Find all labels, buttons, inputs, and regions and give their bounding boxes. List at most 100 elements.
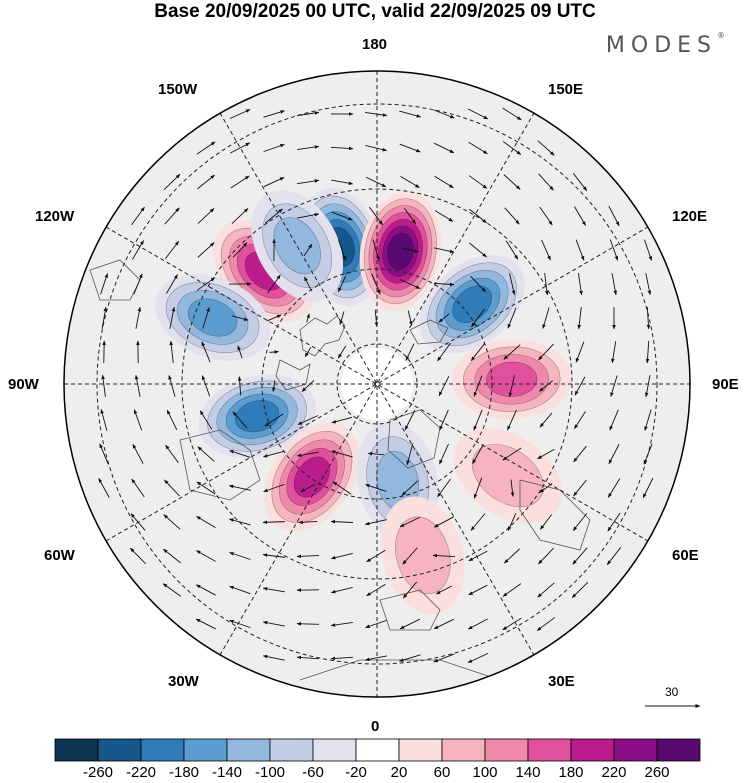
colorbar-swatch bbox=[570, 738, 615, 762]
wind-vector-arrow bbox=[437, 478, 451, 498]
wind-vector-arrow bbox=[642, 477, 654, 499]
wind-vector-arrow bbox=[538, 343, 554, 361]
wind-vector-arrow bbox=[237, 345, 243, 359]
wind-vector-arrow bbox=[507, 409, 517, 431]
wind-vector-arrow bbox=[304, 346, 312, 358]
wind-vector-arrow bbox=[645, 273, 652, 296]
wind-vector-arrow bbox=[438, 313, 450, 323]
lon-label-180: 180 bbox=[362, 36, 388, 53]
wind-vector-arrow bbox=[339, 311, 345, 325]
wind-vector-arrow bbox=[540, 514, 552, 530]
wind-vector-arrow bbox=[537, 448, 555, 460]
wind-vector-arrow bbox=[372, 239, 380, 261]
lon-label-90e: 90E bbox=[712, 376, 739, 393]
wind-vector-arrow bbox=[231, 315, 249, 321]
wind-vector-arrow bbox=[301, 380, 315, 392]
wind-vector-arrow bbox=[337, 345, 347, 359]
wind-vector-arrow bbox=[573, 445, 587, 463]
wind-vector-arrow bbox=[229, 585, 251, 595]
wind-vector-arrow bbox=[470, 343, 486, 362]
colorbar bbox=[54, 738, 701, 762]
wind-vector-arrow bbox=[399, 618, 421, 630]
wind-vector-arrow bbox=[338, 239, 346, 261]
wind-vector-arrow bbox=[607, 512, 621, 532]
wind-vector-arrow bbox=[366, 549, 386, 563]
wind-vector-arrow bbox=[572, 173, 588, 192]
wind-vector-arrow bbox=[467, 108, 489, 120]
wind-vector-arrow bbox=[264, 413, 284, 427]
colorbar-swatch bbox=[613, 738, 658, 762]
wind-vector-arrow bbox=[230, 175, 250, 189]
colorbar-swatch bbox=[527, 738, 572, 762]
wind-vector-arrow bbox=[539, 380, 553, 392]
wind-vector-arrow bbox=[262, 520, 285, 525]
wind-vector-arrow bbox=[572, 547, 588, 565]
scandinavia-coast bbox=[387, 409, 441, 469]
wind-vector-arrow bbox=[577, 273, 583, 296]
wind-vector-arrow bbox=[433, 109, 455, 119]
wind-vector-arrow bbox=[166, 409, 178, 431]
wind-vector-arrow bbox=[577, 307, 582, 330]
wind-vector-arrow bbox=[296, 621, 320, 626]
wind-vector-arrow bbox=[201, 341, 211, 363]
wind-vector-arrow bbox=[503, 548, 520, 564]
wind-vector-arrow bbox=[269, 350, 279, 354]
wind-vector-arrow bbox=[166, 274, 178, 294]
wind-vector-arrow bbox=[304, 276, 312, 292]
wind-vector-arrow bbox=[538, 547, 554, 565]
wind-vector-arrow bbox=[168, 374, 176, 397]
wind-vector-arrow bbox=[468, 175, 488, 189]
anomaly-field bbox=[154, 188, 572, 615]
wind-vector-arrow bbox=[539, 206, 553, 226]
wind-vector-arrow bbox=[131, 206, 145, 226]
map-boundary bbox=[63, 70, 691, 698]
wind-vector-arrow bbox=[365, 484, 387, 492]
wind-vector-arrow bbox=[330, 146, 354, 151]
wind-vector-arrow bbox=[101, 374, 106, 397]
wind-vector-arrow bbox=[401, 480, 419, 496]
wind-vector-arrow bbox=[369, 206, 383, 226]
arctic-islands-coast bbox=[299, 315, 346, 357]
wind-vector-arrow bbox=[439, 443, 449, 465]
wind-vector-arrow bbox=[163, 514, 181, 530]
wind-vector-arrow bbox=[306, 313, 310, 323]
wind-vector-arrow bbox=[503, 344, 521, 360]
wind-vector-arrow bbox=[134, 374, 141, 397]
lon-label-150e: 150E bbox=[548, 81, 584, 98]
wind-vector-arrow bbox=[538, 173, 554, 191]
wind-vector-arrow bbox=[432, 553, 456, 558]
wind-vector-arrow bbox=[433, 247, 455, 254]
wind-vector-arrow bbox=[399, 143, 421, 153]
colorbar-swatch bbox=[312, 738, 357, 762]
wind-vector-arrow bbox=[202, 307, 210, 329]
meridian-30w-150e bbox=[219, 112, 535, 656]
wind-vector-arrow bbox=[401, 247, 419, 253]
wind-vector-arrow bbox=[472, 444, 484, 465]
lon-label-60e: 60E bbox=[672, 547, 699, 564]
wind-vector-arrow bbox=[197, 174, 215, 190]
colorbar-tick-label: -100 bbox=[254, 764, 286, 781]
wind-vector-arrow bbox=[644, 375, 651, 398]
colorbar-tick-label: 260 bbox=[644, 764, 670, 781]
colorbar-tick-label: -260 bbox=[82, 764, 114, 781]
wind-vector-arrow bbox=[263, 177, 285, 187]
wind-vector-arrow bbox=[99, 443, 109, 465]
wind-vector-arrow bbox=[300, 483, 316, 493]
meridian-150w-30e bbox=[219, 112, 535, 656]
wind-vector-arrow bbox=[470, 513, 486, 531]
wind-vector-arrow bbox=[611, 273, 618, 296]
wind-vector-arrow bbox=[332, 481, 352, 495]
polar-cap bbox=[341, 348, 413, 420]
colorbar-tick-label: 20 bbox=[390, 764, 408, 781]
lon-label-30w: 30W bbox=[168, 673, 199, 690]
wind-vector-arrow bbox=[470, 275, 486, 293]
polar-map bbox=[63, 70, 701, 708]
wind-vector-arrow bbox=[330, 519, 354, 524]
wind-vector-arrow bbox=[169, 306, 176, 329]
wind-vector-arrow bbox=[644, 409, 652, 431]
colorbar-swatch bbox=[398, 738, 443, 762]
colorbar-tick-label: 140 bbox=[515, 764, 541, 781]
colorbar-tick-label: -220 bbox=[125, 764, 157, 781]
wind-vector-arrow bbox=[435, 585, 452, 595]
wind-vector-arrow bbox=[297, 212, 320, 219]
